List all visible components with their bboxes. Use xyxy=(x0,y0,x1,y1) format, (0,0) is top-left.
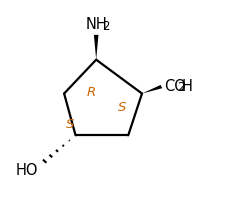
Text: 2: 2 xyxy=(177,81,185,95)
Text: 2: 2 xyxy=(103,20,110,33)
Text: HO: HO xyxy=(16,163,38,178)
Text: NH: NH xyxy=(86,17,108,32)
Text: S: S xyxy=(118,101,127,114)
Text: H: H xyxy=(182,79,192,94)
Text: R: R xyxy=(87,86,96,99)
Text: CO: CO xyxy=(164,79,186,94)
Polygon shape xyxy=(94,35,98,60)
Polygon shape xyxy=(142,85,162,94)
Text: S: S xyxy=(66,118,74,131)
